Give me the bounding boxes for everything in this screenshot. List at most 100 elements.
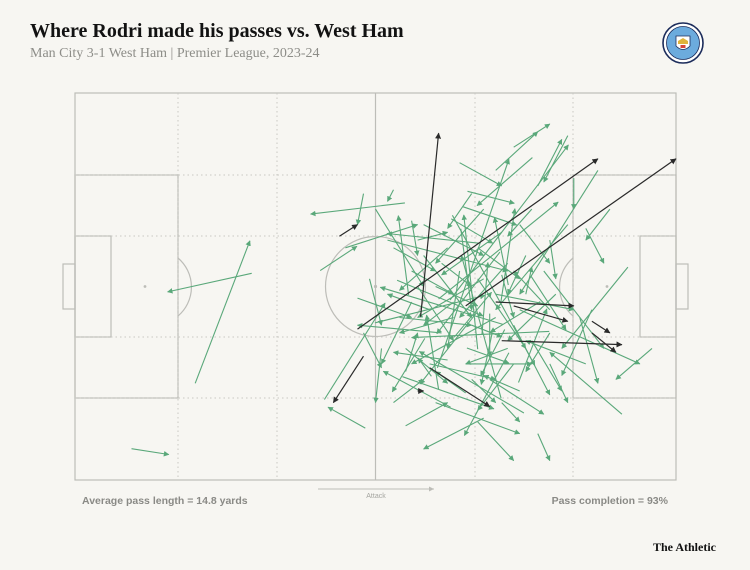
pass-completed-7 [310,202,405,217]
pass-completed-2 [167,272,252,294]
pass-completed-90 [405,332,419,372]
pass-completed-48 [477,278,527,349]
pass-incomplete-1 [420,132,442,317]
attack-label: Attack [366,493,386,500]
pass-completed-113 [471,324,503,338]
pass-completed-45 [459,262,509,318]
pass-completed-29 [489,301,541,333]
pass-completed-124 [585,228,605,264]
pass-completed-52 [423,417,484,450]
pass-completed-106 [465,347,508,365]
pass-completed-16 [530,276,567,331]
pass-completed-98 [495,293,575,312]
pass-completed-105 [525,332,551,373]
pass-completed-116 [525,266,534,295]
pass-completed-60 [525,339,586,365]
pass-completed-77 [513,123,551,148]
pass-completed-1 [194,240,251,384]
pass-completed-54 [549,363,569,404]
pass-completed-80 [459,162,503,187]
pass-completed-62 [561,266,629,349]
pass-completed-88 [471,379,497,403]
pass-incomplete-11 [513,305,569,323]
pass-completed-112 [423,301,454,326]
pass-completed-53 [531,340,563,392]
pass-completed-59 [519,170,599,295]
pass-completed-123 [501,402,521,423]
pass-completed-107 [357,297,413,319]
pass-completed-63 [423,224,485,256]
pass-completed-26 [492,217,509,286]
left-penalty-spot [143,285,147,288]
pass-completed-115 [417,230,449,241]
pass-completed-46 [423,255,473,318]
pass-completed-87 [513,324,551,396]
pass-completed-67 [368,278,383,326]
pass-completed-57 [387,239,509,273]
pass-incomplete-5 [501,340,623,348]
pass-completed-127 [585,208,611,241]
pass-completed-4 [319,245,358,272]
pass-completed-66 [393,247,437,272]
pass-completed-95 [447,193,473,229]
pass-completed-102 [345,223,419,249]
average-pass-length: Average pass length = 14.8 yards [82,495,248,507]
pass-completed-94 [435,208,485,264]
pass-completed-76 [495,131,539,171]
attack-arrow-head [429,486,434,492]
pass-incomplete-6 [591,320,611,334]
pass-completed-122 [537,433,551,462]
pass-completed-70 [441,262,473,287]
pass-incomplete-7 [339,224,359,237]
pass-completed-103 [417,278,484,318]
pass-completed-121 [405,402,449,427]
pass-completed-82 [417,286,455,342]
pass-completed-109 [429,363,497,381]
pass-completed-51 [435,402,521,435]
pass-completed-24 [391,338,426,393]
pass-completed-38 [450,218,494,244]
pass-completed-3 [131,448,170,457]
pass-completed-18 [517,308,548,383]
pass-completed-78 [543,135,569,183]
pass-completed-15 [402,376,495,410]
pass-completed-25 [386,231,479,244]
pass-completed-119 [373,348,383,404]
pass-completed-19 [374,293,486,324]
pass-completed-83 [399,316,473,328]
pass-completed-128 [477,421,515,462]
pass-completed-118 [363,332,382,369]
pass-completed-20 [379,286,504,325]
pass-incomplete-12 [591,332,617,353]
pass-completed-71 [441,231,503,276]
pass-incomplete-3 [357,158,599,330]
pass-completed-75 [579,317,600,384]
pass-completed-5 [327,406,366,429]
pass-completed-99 [519,224,551,264]
pass-completed-68 [381,301,413,365]
pass-completed-93 [399,247,448,291]
pass-incomplete-8 [332,355,365,404]
pass-completed-36 [476,157,533,207]
pass-incomplete-9 [429,367,491,408]
pass-completed-32 [460,228,474,311]
chart-title: Where Rodri made his passes vs. West Ham [30,20,404,42]
pass-completed-61 [549,351,623,415]
pass-completed-79 [537,138,563,187]
pass-completed-21 [411,330,550,341]
pass-completed-33 [460,254,502,399]
pass-completed-89 [392,350,448,361]
pass-completed-117 [489,378,545,415]
pass-completed-91 [356,322,442,334]
pass-completed-8 [467,190,515,205]
pass-completed-40 [499,208,517,305]
pass-completed-28 [382,370,451,408]
passes-layer [131,123,677,462]
pass-completion: Pass completion = 93% [551,495,668,507]
man-city-crest-icon [662,22,704,64]
pass-completed-126 [507,208,533,237]
pass-completed-92 [386,293,430,311]
center-spot [373,284,378,289]
pass-completed-47 [405,347,449,384]
